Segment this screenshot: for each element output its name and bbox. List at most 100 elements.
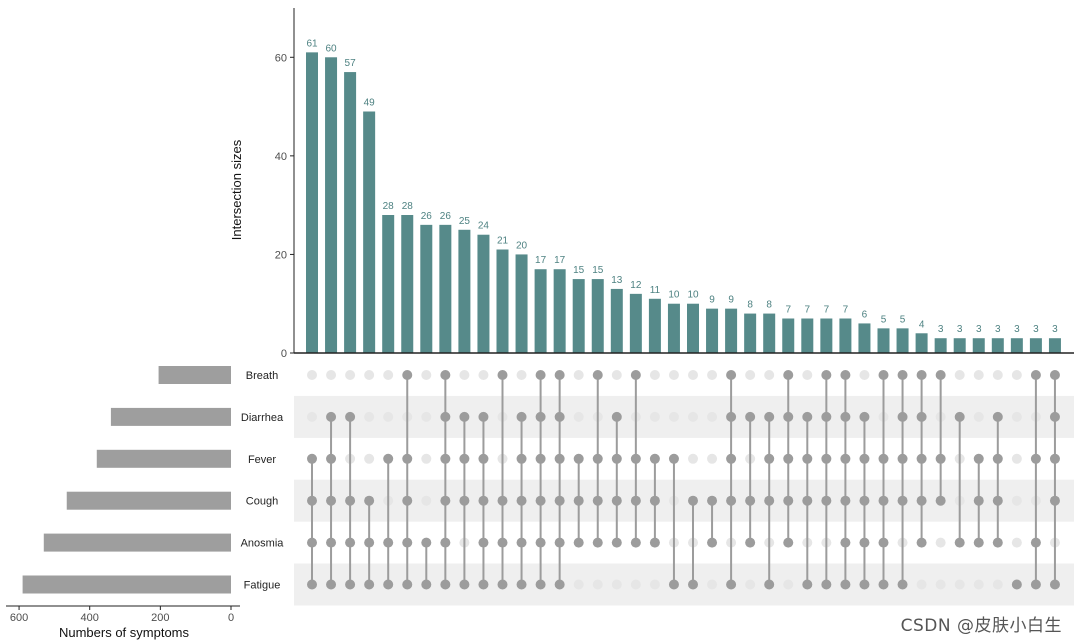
matrix-dot-active [1049,411,1060,422]
matrix-dot-active [1049,579,1060,590]
intersection-bar-label: 3 [1014,324,1020,335]
matrix-dot-active [478,537,489,548]
matrix-dot-inactive [421,453,432,464]
matrix-dot-inactive [668,411,679,422]
matrix-dot-active [821,453,832,464]
intersection-bar-label: 8 [766,300,772,311]
matrix-dot-active [897,411,908,422]
matrix-dot-active [516,579,527,590]
set-labels: Breath Diarrhea Fever Cough Anosmia Fatigue [241,370,285,592]
matrix-dot-active [611,537,622,548]
matrix-dot-active [1049,453,1060,464]
set-bar-diarrhea [110,407,231,426]
intersection-bar [687,303,699,353]
matrix-dot-active [611,495,622,506]
matrix-dot-inactive [649,370,660,380]
matrix-dot-inactive [326,370,337,380]
matrix-dot-inactive [764,370,775,380]
matrix-dot-active [345,537,356,548]
matrix-dot-inactive [916,579,927,590]
intersection-bar-label: 21 [497,236,509,247]
intersection-bar-label: 60 [325,43,337,54]
intersection-bar-label: 20 [516,240,528,251]
matrix-dot-active [478,411,489,422]
matrix-dot-active [954,537,965,548]
matrix-dot-active [402,495,413,506]
matrix-dot-active [840,579,851,590]
intersection-bar-label: 15 [573,265,585,276]
matrix-dot-inactive [935,537,946,548]
matrix-dot-active [516,453,527,464]
matrix-dot-inactive [1011,411,1022,422]
set-bar-fever [96,449,231,468]
y-tick-label: 40 [275,151,287,163]
matrix-dot-active [554,537,565,548]
intersection-bar-label: 5 [900,314,906,325]
matrix-dot-active [726,453,737,464]
matrix-dot-active [345,411,356,422]
matrix-dot-active [821,411,832,422]
intersection-bar-label: 28 [402,201,414,212]
intersection-bar-label: 57 [345,58,357,69]
intersection-bar [344,72,357,354]
matrix-dot-active [440,537,451,548]
matrix-dot-active [973,537,984,548]
matrix-dot-active [383,537,394,548]
matrix-dot-active [364,495,375,506]
intersection-bar-label: 9 [709,295,715,306]
matrix-dot-active [421,579,432,590]
intersection-bar-label: 28 [383,201,395,212]
matrix-dot-active [592,537,603,548]
set-tick-label: 600 [10,612,28,624]
matrix-dot-active [764,495,775,506]
matrix-dot-active [383,453,394,464]
intersection-bar-label: 49 [364,98,376,109]
matrix-dot-active [802,411,813,422]
intersection-bar-label: 24 [478,221,490,232]
matrix-dot-active [421,537,432,548]
matrix-dot-inactive [935,579,946,590]
matrix-dot-active [783,370,794,380]
matrix-dot-inactive [649,579,660,590]
intersection-bar [629,293,642,353]
matrix-dot-active [573,453,584,464]
matrix-dot-inactive [954,579,965,590]
matrix-dot-active [707,495,718,506]
matrix-dot-active [954,411,965,422]
matrix-dot-inactive [307,370,317,380]
intersection-bar [706,308,719,353]
matrix-dot-inactive [592,579,603,590]
matrix-dot-active [878,495,889,506]
matrix-dot-active [973,453,984,464]
intersection-bar [915,333,928,353]
matrix-dot-inactive [707,411,718,422]
matrix-dot-active [592,370,603,380]
matrix-dot-active [440,411,451,422]
intersection-bar [877,328,890,353]
intersection-bar [801,318,814,353]
matrix-dot-inactive [383,370,394,380]
intersection-matrix [307,370,1060,590]
intersection-bar [972,338,985,353]
matrix-dot-inactive [421,370,432,380]
matrix-dot-active [592,495,603,506]
matrix-dot-active [897,579,908,590]
matrix-dot-active [878,453,889,464]
matrix-dot-active [326,537,337,548]
matrix-dot-active [783,495,794,506]
intersection-bar-label: 17 [554,255,566,266]
intersection-bar-label: 8 [747,300,753,311]
intersection-bar [648,298,661,353]
matrix-dot-active [630,453,641,464]
matrix-dot-active [535,579,546,590]
y-tick-label: 20 [275,249,287,261]
matrix-dot-active [630,537,641,548]
matrix-dot-active [535,411,546,422]
matrix-dot-active [364,579,375,590]
intersection-bar [1029,338,1042,353]
intersection-bar [991,338,1004,353]
matrix-dot-active [668,579,679,590]
y-axis-title: Intersection sizes [229,139,244,240]
matrix-dot-active [802,453,813,464]
matrix-dot-inactive [573,411,584,422]
